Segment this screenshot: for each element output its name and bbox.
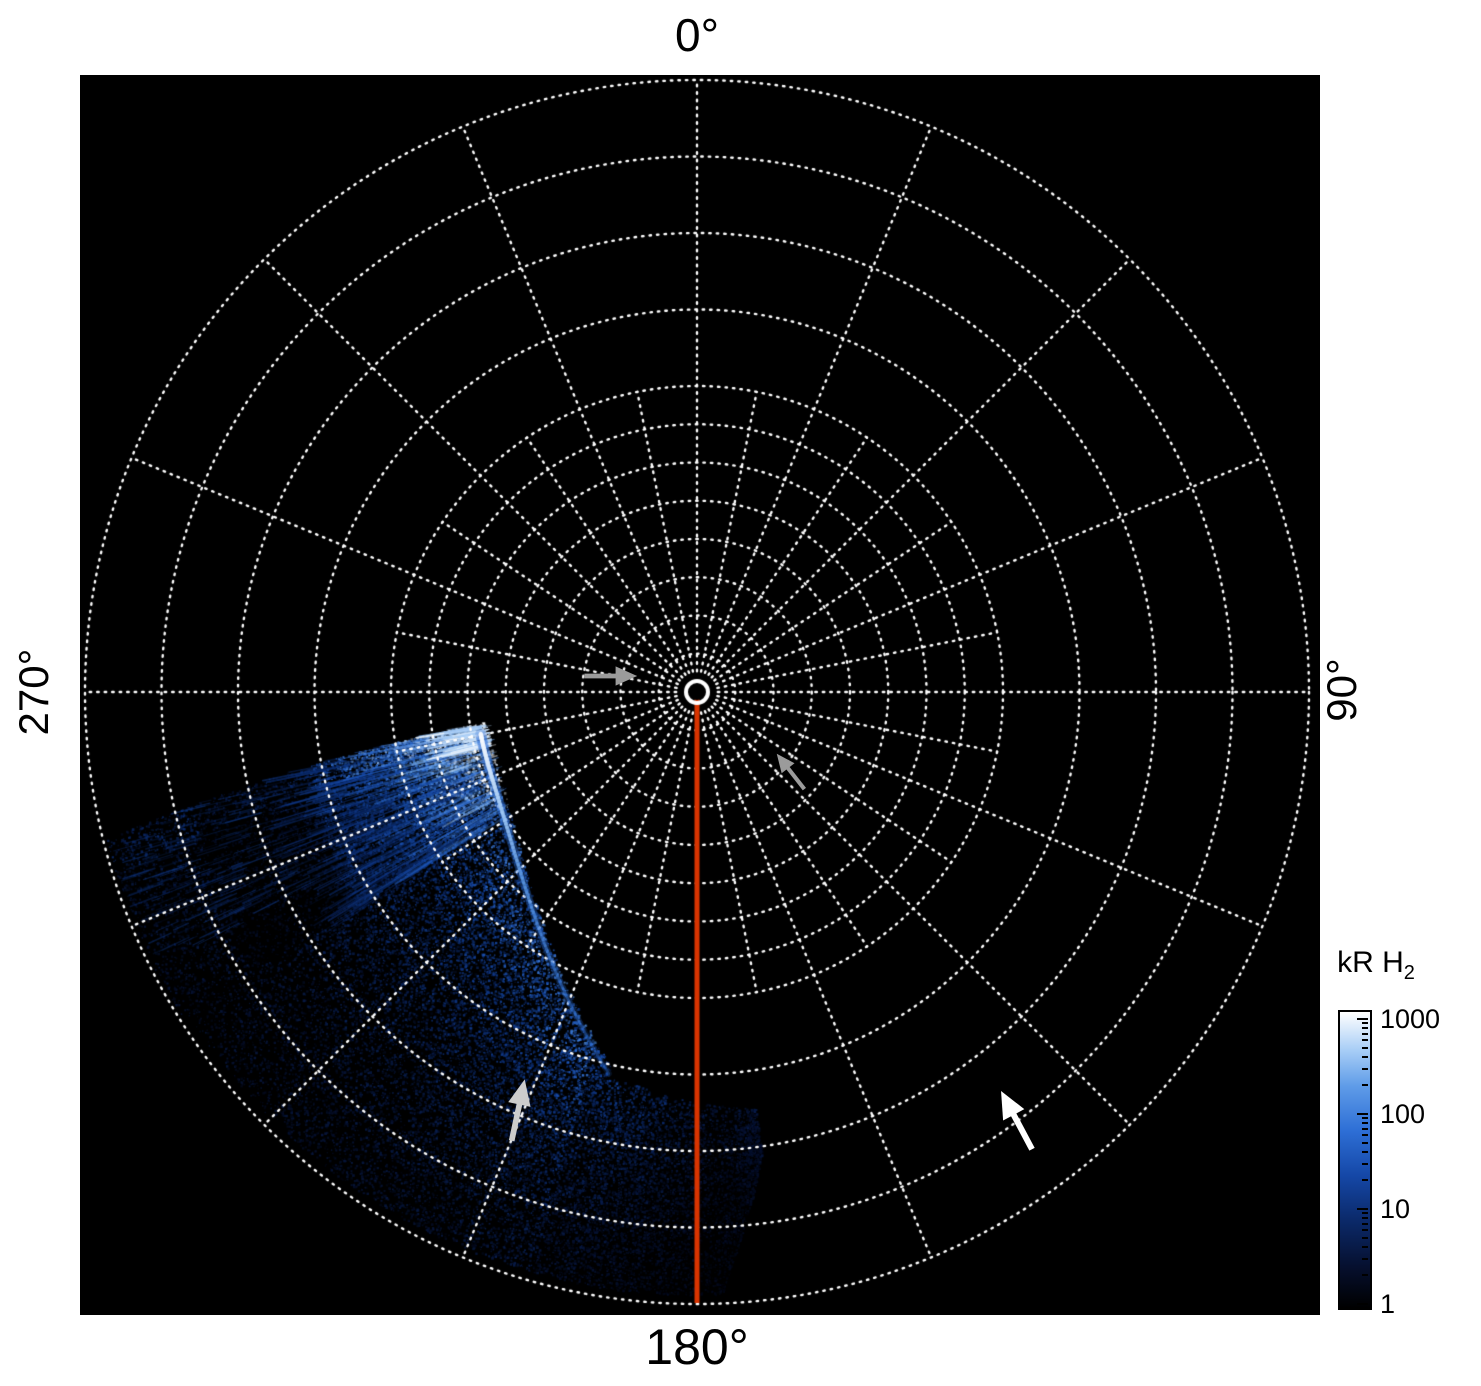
colorbar-tick-mark [1362, 1032, 1368, 1035]
colorbar-tick-mark [1362, 1179, 1368, 1182]
angle-label-180: 180° [645, 1319, 749, 1375]
colorbar-tick-mark [1362, 1122, 1368, 1125]
colorbar-tick-mark [1362, 1022, 1368, 1025]
colorbar-tick-mark [1362, 1127, 1368, 1130]
colorbar-tick-mark [1362, 1212, 1368, 1215]
polar-plot-canvas [80, 75, 1320, 1315]
polar-plot-area [80, 75, 1320, 1315]
colorbar-gradient [1338, 1010, 1372, 1310]
colorbar: kR H2 1000 100 10 1 [1318, 946, 1481, 1336]
colorbar-tick-mark [1362, 1027, 1368, 1030]
colorbar-tick-mark [1362, 1162, 1368, 1165]
colorbar-tick-1000: 1000 [1380, 1004, 1441, 1034]
colorbar-tick-1: 1 [1380, 1289, 1396, 1319]
colorbar-tick-mark [1357, 1208, 1368, 1210]
colorbar-tick-100: 100 [1380, 1099, 1426, 1129]
colorbar-tick-mark [1362, 1141, 1368, 1144]
colorbar-tick-mark [1362, 1055, 1368, 1058]
angle-label-270: 270° [10, 648, 57, 736]
colorbar-title-text: kR H [1337, 946, 1404, 979]
colorbar-tick-mark [1362, 1236, 1368, 1239]
colorbar-title: kR H2 [1318, 946, 1434, 985]
colorbar-tick-mark [1357, 1303, 1368, 1305]
angle-label-90: 90° [1318, 658, 1365, 722]
angle-label-0: 0° [675, 9, 719, 61]
colorbar-tick-mark [1362, 1229, 1368, 1232]
colorbar-tick-mark [1357, 1018, 1368, 1020]
colorbar-tick-mark [1362, 1217, 1368, 1220]
colorbar-tick-mark [1362, 1134, 1368, 1137]
colorbar-tick-mark [1362, 1150, 1368, 1153]
colorbar-tick-mark [1362, 1245, 1368, 1248]
colorbar-tick-mark [1362, 1274, 1368, 1277]
colorbar-tick-mark [1362, 1222, 1368, 1225]
colorbar-tick-mark [1362, 1257, 1368, 1260]
colorbar-tick-10: 10 [1380, 1193, 1411, 1224]
colorbar-tick-mark [1362, 1046, 1368, 1049]
colorbar-tick-mark [1362, 1039, 1368, 1042]
colorbar-tick-mark [1362, 1084, 1368, 1087]
colorbar-tick-mark [1357, 1113, 1368, 1115]
colorbar-tick-mark [1362, 1067, 1368, 1070]
colorbar-title-subscript: 2 [1403, 962, 1415, 984]
colorbar-tick-mark [1362, 1117, 1368, 1120]
